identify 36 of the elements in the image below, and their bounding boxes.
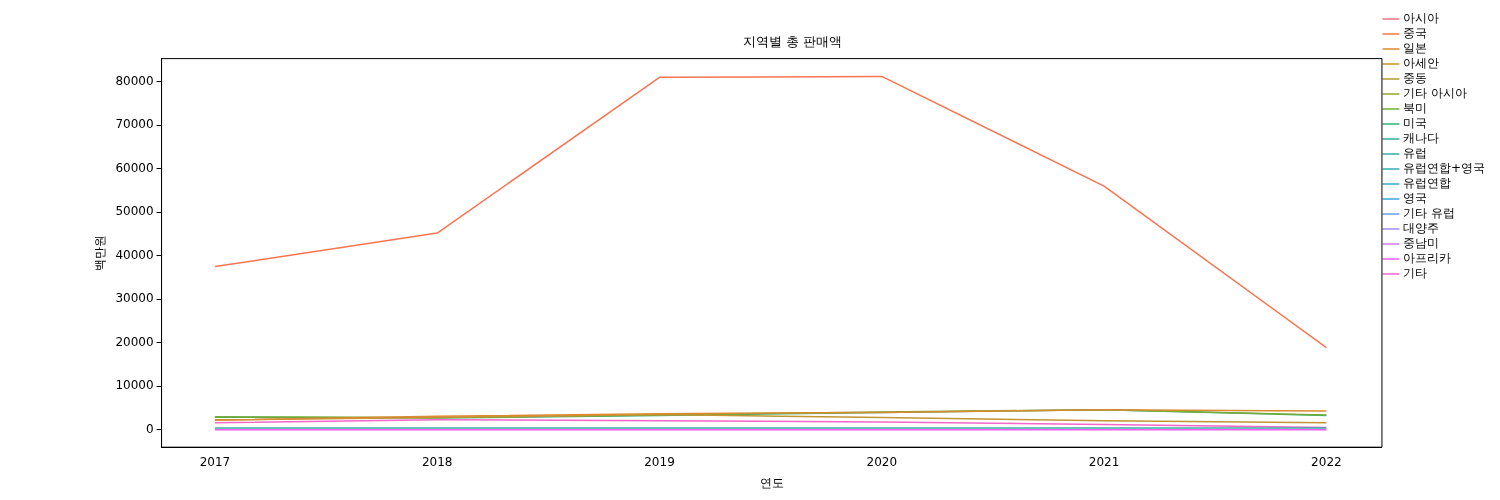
legend-label: 북미 xyxy=(1402,101,1427,116)
chart-title: 지역별 총 판매액 xyxy=(742,34,843,50)
y-tick-label: 30000 xyxy=(115,291,154,306)
legend-label: 대양주 xyxy=(1402,221,1439,236)
x-tick-label: 2019 xyxy=(644,454,675,469)
y-tick-label: 40000 xyxy=(115,247,154,262)
x-tick-label: 2020 xyxy=(866,454,898,469)
y-tick-label: 50000 xyxy=(115,204,154,219)
x-tick-label: 2022 xyxy=(1311,454,1342,469)
y-tick-label: 10000 xyxy=(115,378,154,393)
legend-label: 아시아 xyxy=(1402,11,1439,26)
legend-label: 캐나다 xyxy=(1402,131,1439,146)
y-tick-label: 0 xyxy=(145,421,154,436)
x-tick-label: 2021 xyxy=(1088,454,1120,469)
legend-label: 유럽연합+영국 xyxy=(1402,161,1486,176)
y-axis-title: 백만원 xyxy=(93,234,108,271)
legend-label: 기타 아시아 xyxy=(1402,86,1467,101)
legend-label: 기타 유럽 xyxy=(1402,206,1455,221)
legend-label: 중국 xyxy=(1402,26,1427,41)
legend-label: 유럽연합 xyxy=(1402,176,1451,191)
legend-label: 아세안 xyxy=(1402,56,1439,71)
y-tick-label: 20000 xyxy=(115,334,154,349)
legend-label: 중동 xyxy=(1402,71,1427,86)
x-tick-label: 2017 xyxy=(199,454,231,469)
legend-label: 중남미 xyxy=(1402,236,1439,251)
legend-label: 기타 xyxy=(1402,266,1427,281)
x-tick-label: 2018 xyxy=(421,454,453,469)
y-tick-label: 70000 xyxy=(115,117,154,132)
legend-label: 영국 xyxy=(1402,191,1427,206)
legend-label: 아프리카 xyxy=(1402,251,1451,266)
x-axis-title: 연도 xyxy=(759,475,784,490)
legend-label: 미국 xyxy=(1402,116,1427,131)
legend-label: 일본 xyxy=(1402,41,1427,56)
legend-label: 유럽 xyxy=(1402,146,1427,161)
y-tick-label: 80000 xyxy=(115,73,154,88)
y-tick-label: 60000 xyxy=(115,160,154,175)
